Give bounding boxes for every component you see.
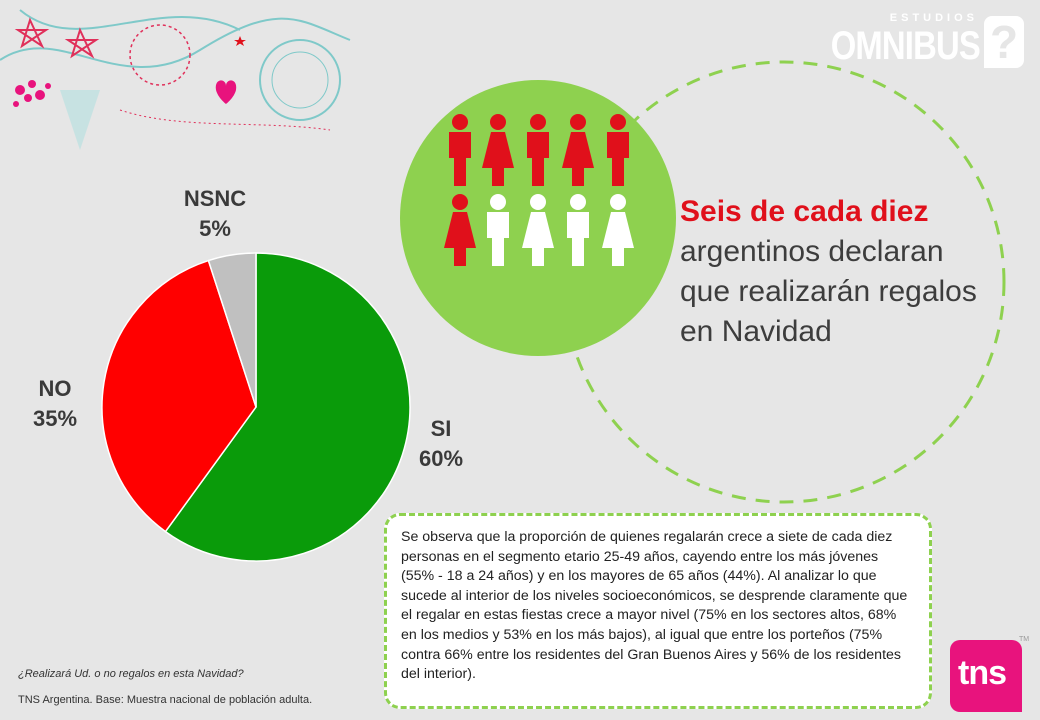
man-icon (487, 194, 509, 266)
headline-rest: argentinos declaran que realizarán regal… (680, 235, 977, 348)
headline-highlight: Seis de cada diez (680, 195, 929, 228)
slice-label-value: 60% (418, 446, 464, 471)
woman-icon (562, 114, 594, 186)
survey-question: ¿Realizará Ud. o no regalos en esta Navi… (18, 668, 244, 680)
omnibus-logo: ESTUDIOS OMNIBUS ? (831, 10, 1026, 70)
woman-icon (522, 194, 554, 266)
christmas-decoration (0, 9, 351, 150)
pie-slice-si (164, 252, 411, 562)
logo-question-mark: ? (984, 16, 1024, 68)
pie-slice-no (101, 259, 257, 533)
pie-label-si: SI 60% (386, 414, 496, 474)
man-icon (607, 114, 629, 186)
man-icon (449, 114, 471, 186)
slice-label-value: 5% (199, 216, 231, 241)
man-icon (527, 114, 549, 186)
pie-slice-nsnc (207, 252, 257, 408)
dashed-circle (562, 60, 1006, 504)
tns-logo-text: tns (958, 654, 1007, 692)
logo-main-text: OMNIBUS (830, 24, 981, 68)
source-note: TNS Argentina. Base: Muestra nacional de… (18, 694, 313, 706)
woman-icon (444, 194, 476, 266)
man-icon (567, 194, 589, 266)
logo-small-text: ESTUDIOS (889, 12, 978, 24)
slice-label-value: 35% (32, 406, 78, 431)
trademark-mark: TM (1019, 636, 1030, 643)
woman-icon (482, 114, 514, 186)
tns-logo: tns (950, 640, 1022, 712)
pie-label-no: NO 35% (0, 374, 110, 434)
woman-icon (602, 194, 634, 266)
slice-label-name: NSNC (183, 186, 247, 211)
slice-label-name: SI (430, 416, 452, 441)
headline: Seis de cada diez argentinos declaran qu… (680, 192, 980, 352)
people-pictogram (444, 114, 634, 266)
pie-label-nsnc: NSNC 5% (160, 184, 270, 244)
slice-label-name: NO (38, 376, 72, 401)
description-box: Se observa que la proporción de quienes … (384, 513, 932, 709)
